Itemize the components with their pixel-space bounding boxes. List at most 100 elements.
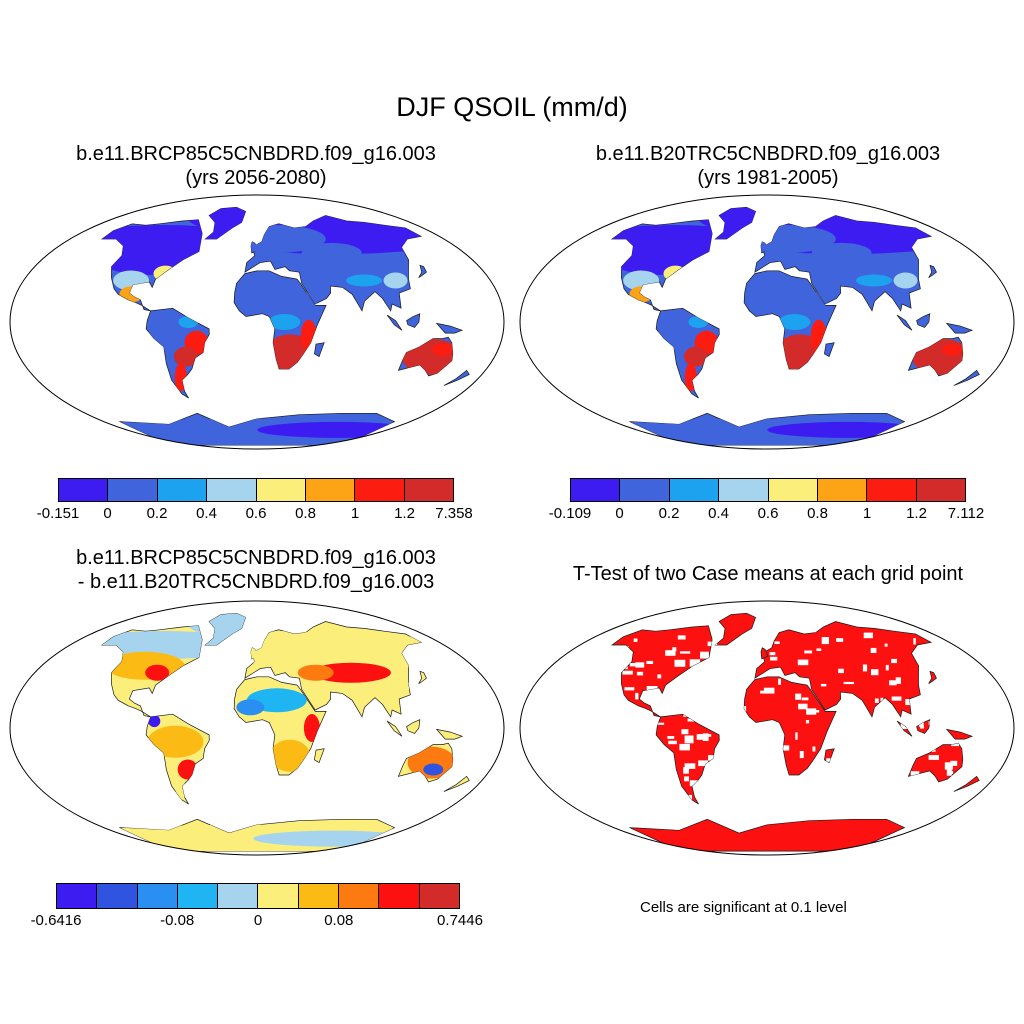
nonsignificant-cell <box>822 773 833 780</box>
nonsignificant-cell <box>756 793 764 798</box>
nonsignificant-cell <box>698 760 709 767</box>
nonsignificant-cell <box>754 726 763 734</box>
nonsignificant-cell <box>745 755 757 763</box>
colorbar-label: 0.2 <box>658 505 680 522</box>
nonsignificant-cell <box>835 802 839 807</box>
nonsignificant-cell <box>895 677 901 684</box>
value-region <box>268 314 301 330</box>
colorbar-swatch <box>867 479 917 501</box>
landmass-newguinea <box>435 728 464 740</box>
colorbar-label: 0.7446 <box>437 912 483 929</box>
nonsignificant-cell <box>928 755 939 760</box>
value-region <box>104 651 185 680</box>
value-region <box>249 289 318 314</box>
colorbar-label: 0 <box>615 505 624 522</box>
nonsignificant-cell <box>917 742 928 746</box>
nonsignificant-cell <box>680 651 691 654</box>
nonsignificant-cell <box>700 798 704 805</box>
nonsignificant-cell <box>633 638 638 642</box>
landmass-madagascar <box>314 748 325 764</box>
value-region <box>663 265 688 282</box>
nonsignificant-cell <box>737 757 746 764</box>
nonsignificant-cell <box>795 732 798 740</box>
nonsignificant-cell <box>585 674 595 679</box>
landmass-newzealand <box>953 775 980 792</box>
nonsignificant-cell <box>726 685 735 688</box>
nonsignificant-cell <box>583 665 592 673</box>
landmass-borneo <box>406 719 421 734</box>
nonsignificant-cell <box>700 651 709 659</box>
landmass-borneo <box>916 313 931 328</box>
nonsignificant-cell <box>636 671 644 676</box>
nonsignificant-cell <box>681 729 689 735</box>
nonsignificant-cell <box>780 745 790 751</box>
colorbar-swatch <box>256 479 306 501</box>
colorbar-swatch <box>768 479 818 501</box>
landmass-newguinea <box>945 728 974 740</box>
nonsignificant-cell <box>778 678 781 685</box>
nonsignificant-cell <box>840 776 848 783</box>
nonsignificant-cell <box>775 807 783 810</box>
map-outline <box>9 194 505 450</box>
nonsignificant-cell <box>562 699 572 703</box>
value-region <box>175 780 186 801</box>
colorbar-swatch <box>137 884 178 908</box>
nonsignificant-cell <box>612 751 621 758</box>
nonsignificant-cell <box>601 658 606 661</box>
value-region <box>173 346 198 367</box>
nonsignificant-cell <box>601 730 612 736</box>
nonsignificant-cell <box>731 733 743 737</box>
value-region <box>297 258 334 275</box>
nonsignificant-cell <box>725 755 737 758</box>
nonsignificant-cell <box>804 650 813 654</box>
nonsignificant-cell <box>886 793 889 799</box>
nonsignificant-cell <box>657 674 662 679</box>
nonsignificant-cell <box>896 807 904 813</box>
panel2-colorbar <box>570 478 966 502</box>
value-region <box>942 343 962 356</box>
nonsignificant-cell <box>795 693 802 700</box>
colorbar-label: -0.109 <box>548 505 592 522</box>
nonsignificant-cell <box>753 762 762 768</box>
nonsignificant-cell <box>689 659 701 667</box>
panel4-title: T-Test of two Case means at each grid po… <box>572 563 964 585</box>
panel3-title-line1: b.e11.BRCP85C5CNBDRD.f09_g16.003 <box>76 547 436 569</box>
map-outline <box>9 600 505 856</box>
value-region <box>153 265 178 282</box>
value-region <box>767 421 928 438</box>
nonsignificant-cell <box>976 749 980 757</box>
nonsignificant-cell <box>613 648 624 656</box>
map-outline <box>519 600 1015 856</box>
colorbar-swatch <box>298 884 340 908</box>
nonsignificant-cell <box>753 643 762 648</box>
nonsignificant-cell <box>871 669 879 676</box>
nonsignificant-cell <box>629 663 640 667</box>
panel3-title-line2: - b.e11.B20TRC5CNBDRD.f09_g16.003 <box>77 571 435 593</box>
nonsignificant-cell <box>812 786 821 790</box>
nonsignificant-cell <box>595 793 606 801</box>
nonsignificant-cell <box>699 794 710 798</box>
nonsignificant-cell <box>788 805 793 814</box>
value-region <box>147 725 204 758</box>
nonsignificant-cell <box>689 780 698 787</box>
nonsignificant-cell <box>688 794 692 803</box>
colorbar-label: 1 <box>350 505 360 522</box>
nonsignificant-cell <box>674 659 686 667</box>
nonsignificant-cell <box>961 677 964 682</box>
nonsignificant-cell <box>946 768 952 776</box>
landmass-japan <box>928 670 937 684</box>
colorbar-label: 0.08 <box>324 912 354 929</box>
value-region <box>811 242 872 263</box>
nonsignificant-cell <box>698 691 706 695</box>
value-region <box>407 746 456 779</box>
nonsignificant-cell <box>862 793 869 798</box>
landmass-greenland <box>714 612 757 646</box>
nonsignificant-cell <box>615 771 620 774</box>
panel2-title-line2: (yrs 1981-2005) <box>697 167 839 189</box>
landmass-newzealand <box>953 369 980 386</box>
nonsignificant-cell <box>586 780 596 785</box>
nonsignificant-cell <box>696 734 704 740</box>
nonsignificant-cell <box>918 721 924 727</box>
panel2-title-line1: b.e11.B20TRC5CNBDRD.f09_g16.003 <box>595 143 941 165</box>
value-region <box>310 662 391 683</box>
